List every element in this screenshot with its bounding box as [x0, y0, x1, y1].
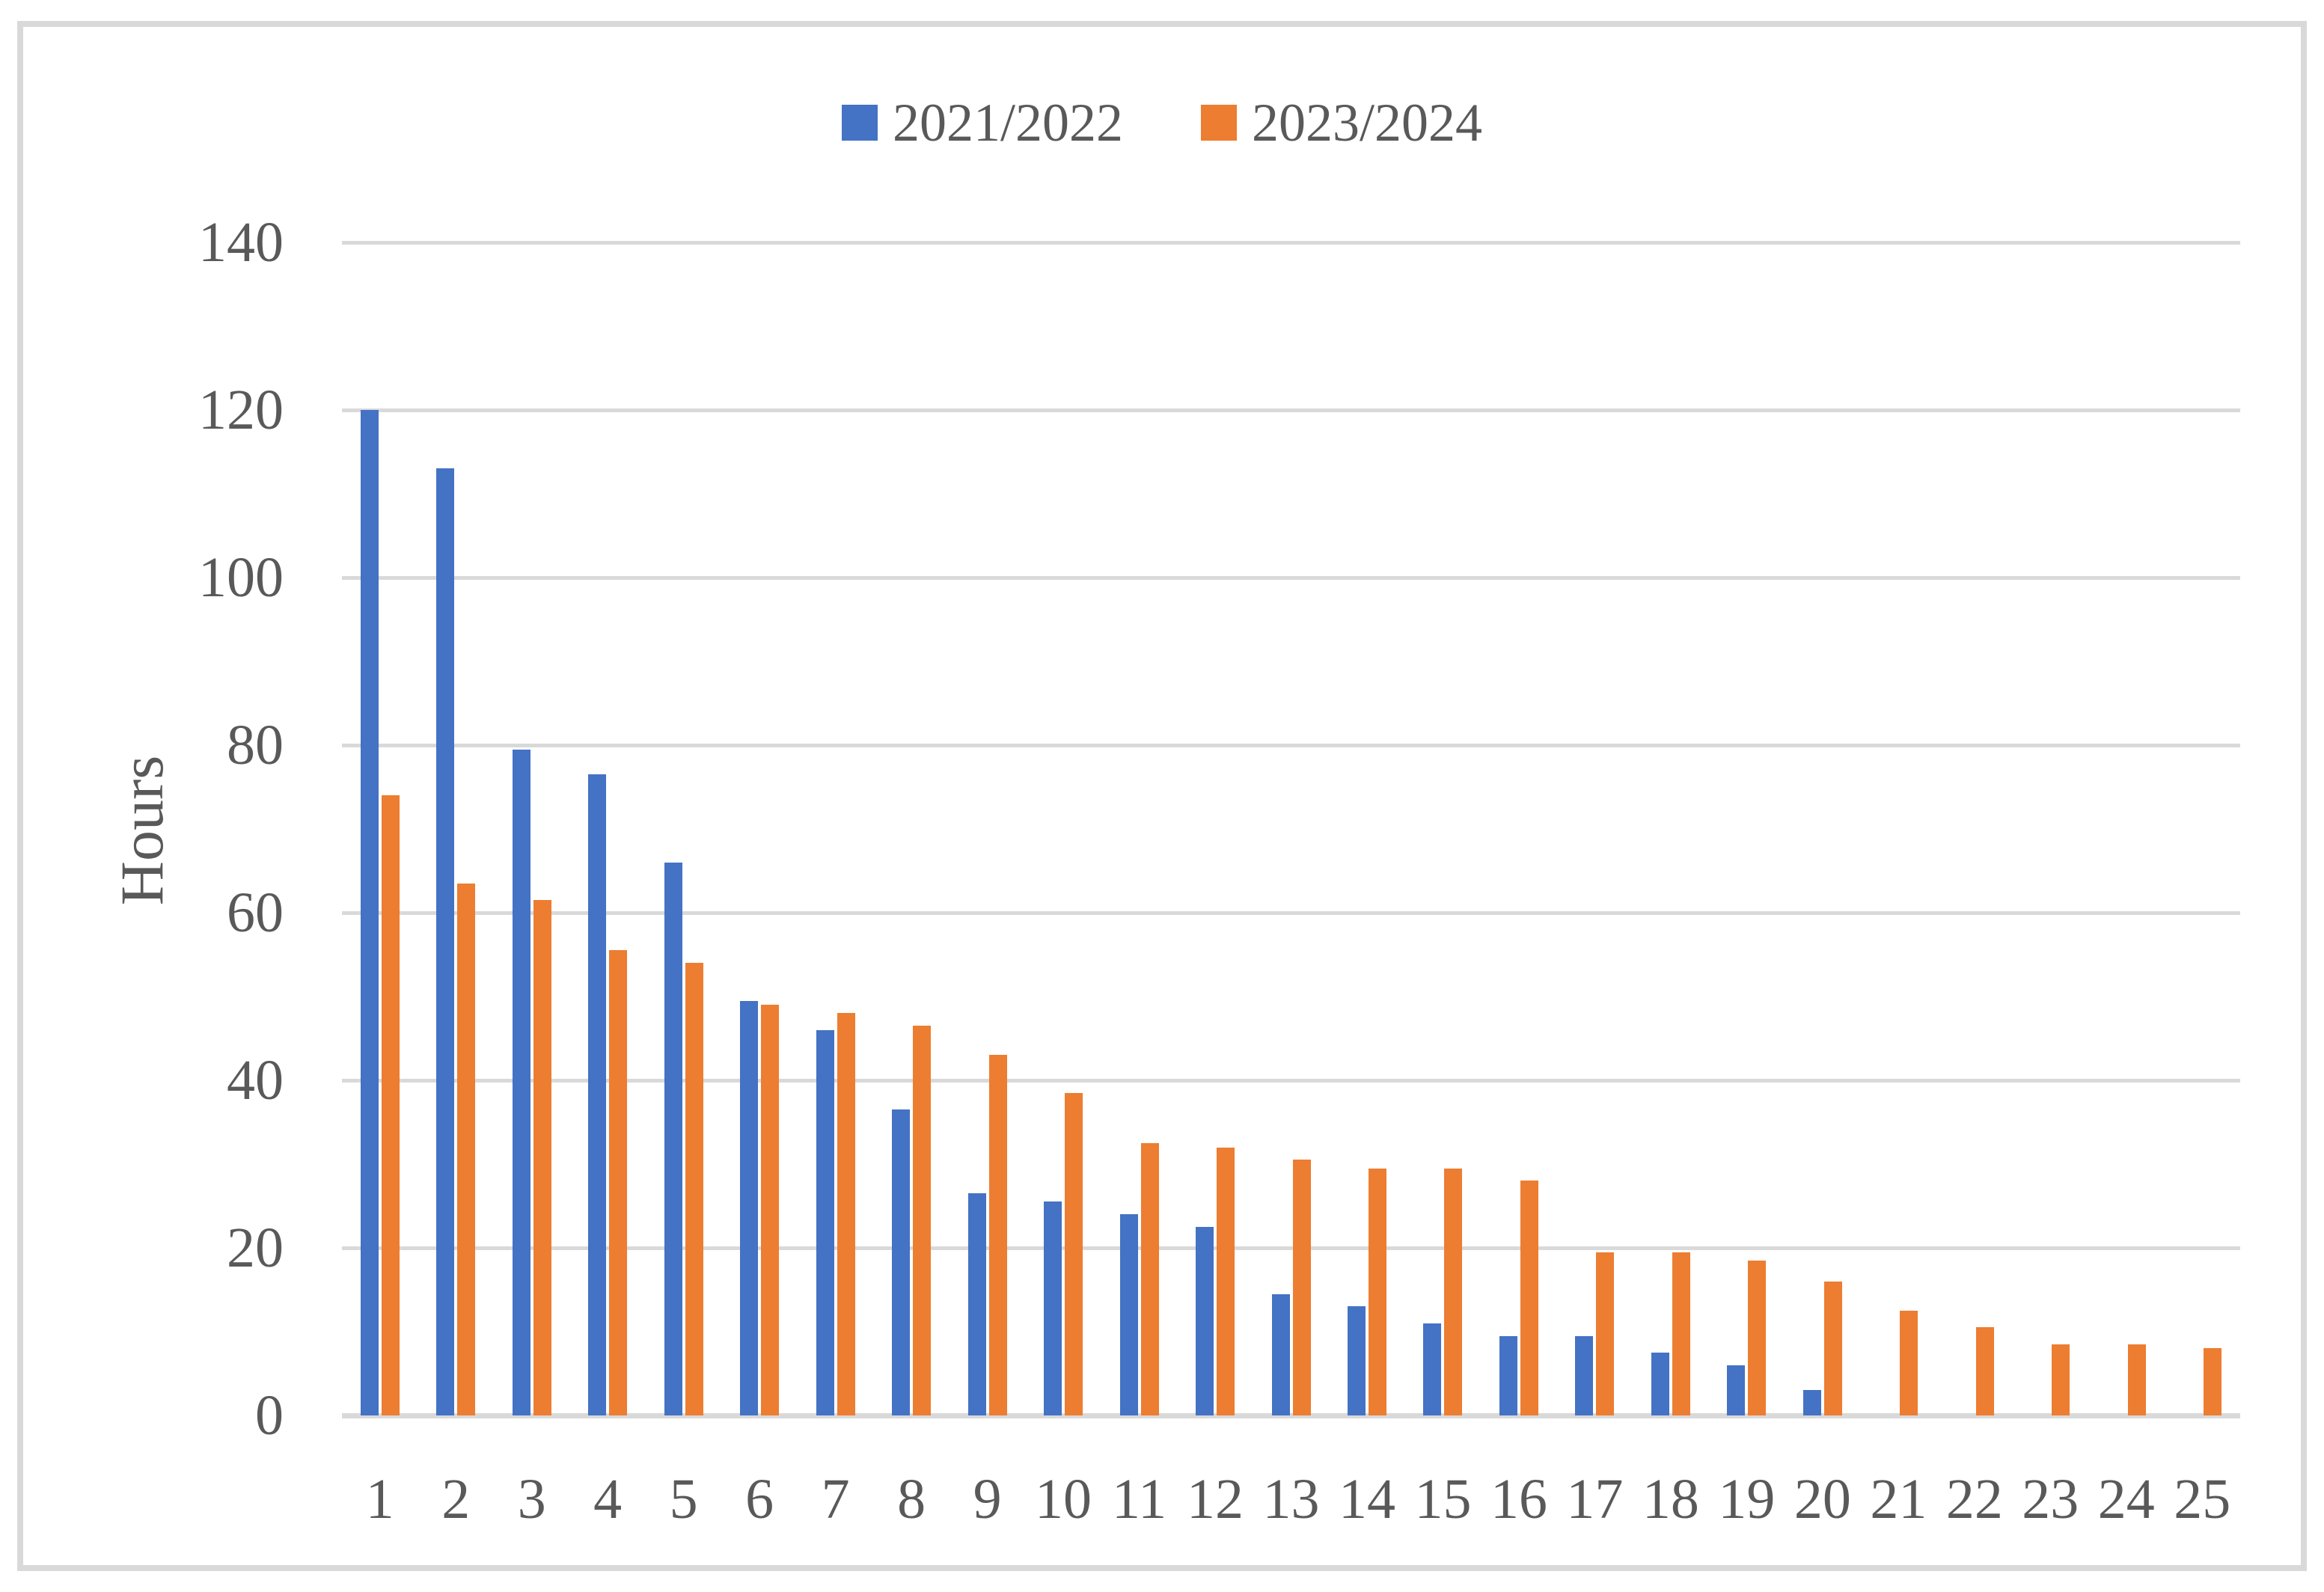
y-tick-label: 120 [198, 379, 284, 441]
bar-2023-2024-cat-1 [381, 795, 400, 1415]
gridline [342, 576, 2240, 580]
bar-2021-2022-cat-12 [1196, 1227, 1214, 1415]
bar-2023-2024-cat-5 [685, 963, 703, 1415]
x-tick-label: 5 [669, 1468, 698, 1531]
bar-2021-2022-cat-1 [360, 410, 379, 1415]
x-tick-label: 12 [1187, 1468, 1244, 1531]
bar-2023-2024-cat-19 [1748, 1260, 1767, 1415]
x-tick-label: 25 [2174, 1468, 2231, 1531]
legend: 2021/2022 2023/2024 [0, 87, 2324, 159]
x-tick-label: 23 [2022, 1468, 2079, 1531]
bar-2021-2022-cat-11 [1119, 1214, 1138, 1415]
legend-label: 2021/2022 [892, 93, 1123, 153]
bar-2023-2024-cat-22 [1975, 1327, 1994, 1415]
bar-2023-2024-cat-2 [457, 883, 476, 1415]
x-tick-label: 17 [1566, 1468, 1624, 1531]
bar-2021-2022-cat-9 [967, 1193, 986, 1415]
bar-2023-2024-cat-14 [1368, 1168, 1386, 1415]
bar-2021-2022-cat-10 [1044, 1201, 1062, 1415]
bar-2021-2022-cat-4 [588, 774, 607, 1415]
y-tick-label: 0 [255, 1384, 284, 1447]
x-tick-label: 11 [1111, 1468, 1167, 1531]
bar-2023-2024-cat-9 [988, 1055, 1007, 1415]
bar-2021-2022-cat-20 [1802, 1390, 1821, 1415]
bar-2023-2024-cat-23 [2052, 1344, 2070, 1415]
legend-item-2021-2022: 2021/2022 [841, 93, 1123, 153]
x-tick-label: 14 [1338, 1468, 1395, 1531]
x-tick-label: 10 [1035, 1468, 1092, 1531]
bar-2021-2022-cat-8 [892, 1109, 911, 1415]
x-tick-label: 20 [1794, 1468, 1851, 1531]
bar-2021-2022-cat-3 [512, 749, 530, 1415]
y-tick-label: 20 [227, 1216, 284, 1279]
y-tick-label: 60 [227, 881, 284, 944]
x-tick-label: 22 [1945, 1468, 2003, 1531]
bar-2021-2022-cat-15 [1423, 1323, 1442, 1415]
bar-2023-2024-cat-21 [1900, 1311, 1918, 1415]
bar-2023-2024-cat-4 [609, 950, 628, 1415]
gridline [342, 1079, 2240, 1083]
bar-2023-2024-cat-17 [1596, 1252, 1615, 1415]
x-tick-label: 7 [821, 1468, 850, 1531]
bar-2023-2024-cat-25 [2204, 1348, 2222, 1415]
x-tick-label: 15 [1414, 1468, 1472, 1531]
bar-2021-2022-cat-6 [740, 1000, 759, 1415]
bar-2023-2024-cat-6 [761, 1005, 780, 1415]
bar-2023-2024-cat-18 [1672, 1252, 1690, 1415]
y-tick-label: 80 [227, 714, 284, 777]
bar-2023-2024-cat-7 [837, 1013, 855, 1415]
x-tick-label: 6 [745, 1468, 774, 1531]
bar-2021-2022-cat-17 [1575, 1335, 1594, 1415]
bar-2023-2024-cat-13 [1292, 1160, 1311, 1415]
bar-2021-2022-cat-5 [664, 862, 682, 1415]
x-tick-label: 9 [973, 1468, 1002, 1531]
x-tick-label: 18 [1642, 1468, 1699, 1531]
gridline [342, 911, 2240, 915]
bar-2021-2022-cat-19 [1727, 1365, 1746, 1415]
bar-2023-2024-cat-12 [1217, 1147, 1235, 1415]
x-tick-label: 4 [593, 1468, 623, 1531]
y-tick-label: 40 [227, 1049, 284, 1112]
x-tick-label: 24 [2097, 1468, 2155, 1531]
bar-2023-2024-cat-15 [1444, 1168, 1463, 1415]
x-tick-label: 19 [1718, 1468, 1776, 1531]
bar-2023-2024-cat-10 [1065, 1092, 1083, 1415]
x-tick-label: 16 [1490, 1468, 1547, 1531]
x-tick-label: 8 [897, 1468, 926, 1531]
bar-2023-2024-cat-3 [533, 900, 551, 1415]
legend-swatch-blue-icon [841, 105, 878, 141]
legend-swatch-orange-icon [1201, 105, 1237, 141]
bar-2021-2022-cat-13 [1271, 1294, 1290, 1415]
x-tick-label: 21 [1870, 1468, 1927, 1531]
bar-2023-2024-cat-11 [1140, 1143, 1159, 1415]
bar-2021-2022-cat-2 [436, 468, 455, 1415]
gridline [342, 408, 2240, 412]
bar-2023-2024-cat-24 [2127, 1344, 2146, 1415]
bar-2021-2022-cat-7 [816, 1029, 834, 1415]
bar-2021-2022-cat-16 [1499, 1335, 1517, 1415]
gridline [342, 744, 2240, 747]
bar-2023-2024-cat-20 [1823, 1281, 1842, 1415]
bar-2021-2022-cat-14 [1347, 1306, 1366, 1415]
gridline [342, 1246, 2240, 1250]
bar-2021-2022-cat-18 [1651, 1353, 1669, 1415]
bar-2023-2024-cat-8 [913, 1026, 932, 1415]
y-tick-label: 100 [198, 546, 284, 609]
legend-label: 2023/2024 [1252, 93, 1483, 153]
x-tick-label: 3 [517, 1468, 546, 1531]
x-tick-label: 2 [441, 1468, 471, 1531]
x-tick-label: 1 [365, 1468, 394, 1531]
legend-item-2023-2024: 2023/2024 [1201, 96, 1482, 150]
y-tick-label: 140 [198, 211, 284, 274]
gridline [342, 241, 2240, 245]
bar-2023-2024-cat-16 [1520, 1181, 1538, 1415]
x-axis-line [342, 1413, 2240, 1418]
x-tick-label: 13 [1262, 1468, 1320, 1531]
